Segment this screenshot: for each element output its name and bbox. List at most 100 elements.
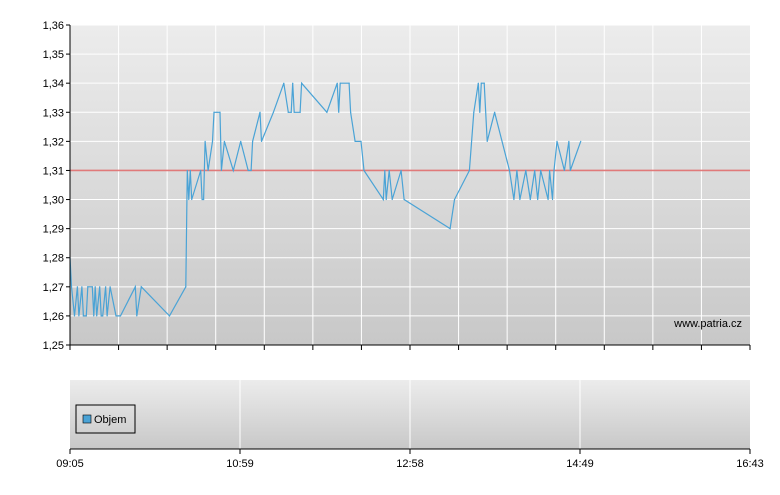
x-tick-label: 12:58 <box>396 458 424 470</box>
price-point <box>115 315 117 317</box>
price-point <box>283 82 285 84</box>
price-point <box>326 111 328 113</box>
price-point <box>70 286 73 288</box>
y-tick-label: 1,29 <box>43 224 64 236</box>
price-point <box>553 169 555 172</box>
price-point <box>240 140 242 142</box>
price-point <box>232 169 234 172</box>
price-point <box>453 198 456 201</box>
price-point <box>105 286 107 288</box>
price-point <box>204 140 206 142</box>
price-point <box>568 140 570 142</box>
price-point <box>391 198 393 201</box>
x-tick-label: 16:43 <box>736 458 764 470</box>
price-point <box>580 140 582 142</box>
y-tick-label: 1,28 <box>43 253 64 265</box>
price-point <box>301 82 303 84</box>
price-point <box>100 315 102 317</box>
legend-label-objem: Objem <box>94 414 126 426</box>
price-point <box>216 111 218 113</box>
price-point <box>250 169 252 172</box>
volume-x-axis: 09:05 10:59 12:58 14:49 16:43 <box>56 449 764 470</box>
price-point <box>188 198 190 201</box>
price-points <box>69 82 582 317</box>
y-tick-label: 1,32 <box>43 136 64 148</box>
price-point <box>140 286 142 288</box>
y-tick-label: 1,36 <box>43 20 64 32</box>
x-tick-label: 10:59 <box>226 458 254 470</box>
price-point <box>563 169 566 172</box>
price-point <box>479 111 481 113</box>
price-point <box>494 111 496 113</box>
price-point <box>94 286 96 288</box>
price-point <box>529 198 531 201</box>
price-point <box>363 169 365 172</box>
price-point <box>290 111 292 113</box>
price-point <box>360 140 362 142</box>
price-point <box>93 315 95 317</box>
price-point <box>73 315 76 317</box>
y-tick-label: 1,34 <box>43 78 64 90</box>
price-point <box>85 315 87 317</box>
price-point <box>200 169 202 172</box>
price-point <box>403 198 405 201</box>
price-point <box>109 286 111 288</box>
price-point <box>211 140 214 142</box>
price-point <box>119 315 122 317</box>
price-point <box>534 169 536 172</box>
price-point <box>136 315 138 317</box>
price-point <box>548 169 551 172</box>
price-point <box>468 169 470 172</box>
legend-swatch-objem <box>82 414 92 424</box>
y-tick-label: 1,35 <box>43 49 64 61</box>
price-point <box>203 198 205 201</box>
price-point <box>486 140 488 142</box>
price-point <box>201 198 203 201</box>
price-point <box>508 169 511 172</box>
price-point <box>102 315 104 317</box>
price-series-line <box>69 81 582 317</box>
price-point <box>81 286 83 288</box>
price-point <box>220 169 223 172</box>
price-point <box>219 111 221 113</box>
price-point <box>569 169 571 172</box>
price-point <box>473 111 475 113</box>
price-point <box>382 198 384 201</box>
price-point <box>78 315 80 317</box>
price-point <box>348 82 350 84</box>
price-point <box>547 198 549 201</box>
price-point <box>519 198 521 201</box>
price-point <box>260 140 263 142</box>
price-point <box>385 198 387 201</box>
price-point <box>186 169 188 172</box>
price-point <box>76 286 79 288</box>
y-tick-label: 1,30 <box>43 195 64 207</box>
price-point <box>339 82 341 84</box>
price-point <box>336 82 338 84</box>
price-point <box>168 315 171 317</box>
price-point <box>106 315 108 317</box>
y-tick-label: 1,33 <box>43 107 64 119</box>
price-point <box>513 198 515 201</box>
x-tick-label: 14:49 <box>566 458 594 470</box>
legend-box <box>75 404 136 434</box>
price-point <box>207 169 209 172</box>
price-point <box>259 111 261 113</box>
y-tick-label: 1,31 <box>43 165 64 177</box>
price-point <box>223 140 226 142</box>
price-point <box>292 82 294 84</box>
price-point <box>191 198 193 201</box>
price-point <box>449 228 451 230</box>
price-point <box>480 82 482 84</box>
price-point <box>213 111 215 113</box>
price-point <box>293 111 295 113</box>
y-tick-label: 1,26 <box>43 311 64 323</box>
price-point <box>540 169 542 172</box>
price-point <box>99 286 101 288</box>
price-point <box>483 82 485 84</box>
y-tick-label: 1,25 <box>43 340 64 352</box>
price-point <box>96 315 98 317</box>
price-point <box>185 286 187 288</box>
price-point <box>189 169 191 172</box>
price-point <box>338 111 340 113</box>
